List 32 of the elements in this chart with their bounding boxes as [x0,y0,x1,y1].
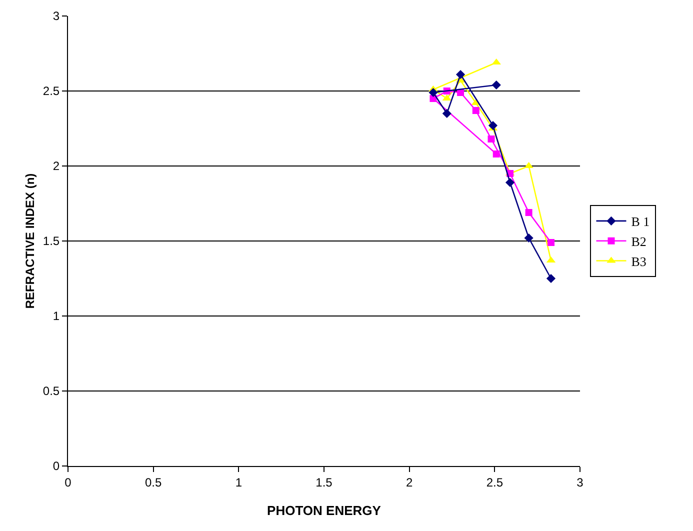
point [546,274,556,284]
point [488,120,498,130]
point [442,108,452,118]
y-tick-label: 2 [52,159,60,174]
point [456,70,466,80]
x-tick-label: 0.5 [144,475,162,490]
legend-label: B2 [631,234,646,249]
point [488,136,495,142]
x-tick-label: 3 [576,475,584,490]
point [492,80,501,90]
point [492,150,500,158]
x-tick-label: 1.5 [316,475,333,490]
y-tick-label: 1 [52,309,60,324]
x-tick-label: 2.5 [486,475,504,490]
point [524,233,534,243]
x-tick-label: 0 [64,475,72,490]
point [472,107,480,114]
point [525,209,532,216]
legend-label: B3 [631,254,646,269]
y-tick-label: 1.5 [42,234,60,248]
point [505,178,515,188]
y-tick-label: 3 [52,9,60,24]
y-axis-title: REFRACTIVE INDEX (n) [23,173,37,309]
x-tick-label: 1 [235,475,242,490]
x-axis-title: PHOTON ENERGY [267,503,382,518]
y-tick-label: 0.5 [42,384,60,398]
point [428,88,438,98]
point [547,239,554,246]
legend-label: B 1 [631,214,650,230]
x-tick-label: 2 [406,475,413,490]
y-tick-label: 2.5 [42,84,60,98]
y-tick-label: 0 [52,459,60,474]
